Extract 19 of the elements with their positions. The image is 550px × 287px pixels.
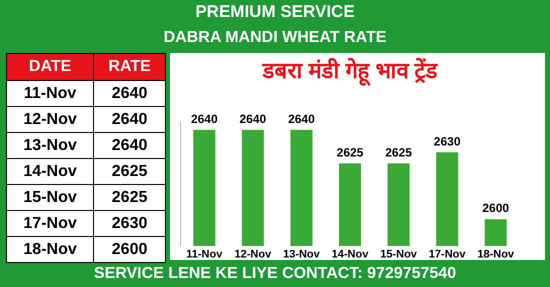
x-tick-label: 11-Nov (186, 248, 224, 260)
data-label: 2640 (288, 112, 316, 126)
chart-subtitle: DABRA MANDI WHEAT RATE (162, 29, 388, 47)
x-tick-label: 12-Nov (234, 248, 272, 260)
data-label: 2600 (482, 201, 510, 216)
text: PREMIUM SERVICE (194, 2, 356, 22)
text: SERVICE LENE KE LIYE CONTACT: 9729757540 (92, 265, 458, 283)
data-label: 2640 (240, 112, 267, 126)
data-label: 2625 (336, 145, 364, 160)
x-tick-label: 18-Nov (477, 248, 515, 260)
x-tick-label: 15-Nov (380, 248, 418, 260)
chart-title: डबरा मंडी गेहू भाव ट्रेंड (261, 56, 439, 86)
x-tick-label: 13-Nov (283, 248, 321, 260)
data-label: 2625 (385, 145, 412, 160)
rate-table: DATE RATE 11-Nov 2640 12-Nov 2640 13-Nov 2640 14-Nov 2625 15-Nov 2625 17-Nov 2630 18-Nov 2600 (6, 53, 166, 263)
x-tick-label: 14-Nov (332, 248, 370, 260)
data-label: 2640 (190, 112, 218, 126)
data-label: 2630 (434, 134, 461, 148)
x-tick-label: 17-Nov (428, 248, 466, 260)
